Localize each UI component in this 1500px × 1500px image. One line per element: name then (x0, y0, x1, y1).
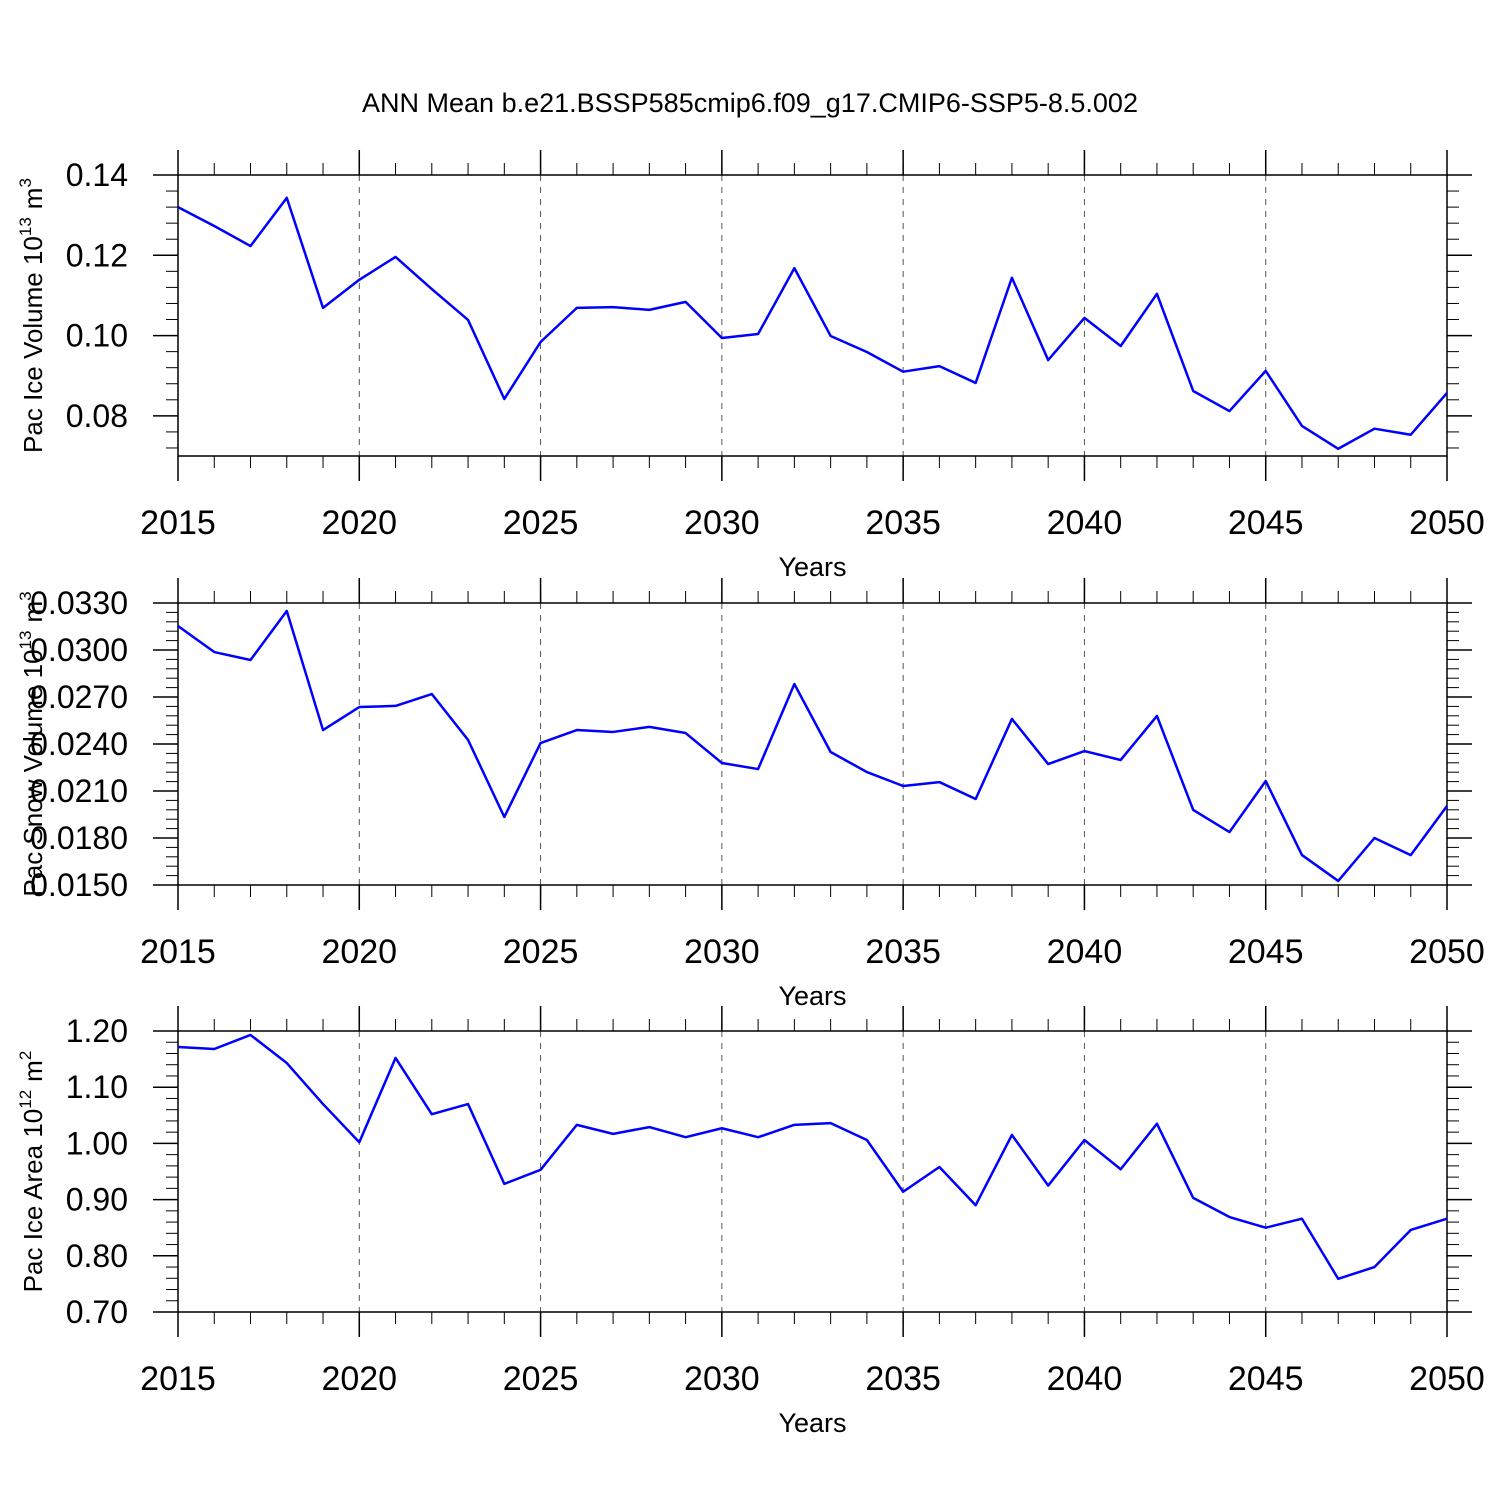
y-axis-label-text: Pac Ice Area 10 (18, 1109, 48, 1293)
x-axis-label: Years (778, 1408, 846, 1438)
y-tick-label: 0.14 (66, 157, 128, 193)
y-axis-label-exponent: 13 (16, 631, 35, 650)
chart-title: ANN Mean b.e21.BSSP585cmip6.f09_g17.CMIP… (362, 88, 1138, 118)
y-axis-label-unit-exponent: 3 (16, 178, 35, 187)
x-tick-label: 2020 (321, 504, 397, 542)
y-tick-label: 0.0210 (30, 773, 128, 809)
x-tick-label: 2045 (1228, 933, 1304, 971)
y-tick-label: 0.12 (66, 237, 128, 273)
y-tick-label: 0.0180 (30, 820, 128, 856)
x-tick-label: 2020 (321, 1360, 397, 1398)
plot-frame (177, 174, 1448, 457)
panel: 2015 2020 2025 2030 2035 2040 2045 2050 0.0150 0.… (16, 578, 1485, 1011)
x-tick-label: 2045 (1228, 504, 1304, 542)
x-tick-label: 2020 (321, 933, 397, 971)
x-tick-label: 2030 (684, 933, 760, 971)
y-axis-label-exponent: 12 (16, 1090, 35, 1109)
y-tick-label: 0.10 (66, 318, 128, 354)
x-tick-label: 2030 (684, 1360, 760, 1398)
y-axis-label: Pac Ice Area 1012 m2 (16, 1051, 48, 1293)
y-tick-label: 0.70 (66, 1294, 128, 1330)
x-tick-label: 2040 (1047, 504, 1123, 542)
y-tick-label: 0.0270 (30, 679, 128, 715)
y-axis-label-text: Pac Snow Volume 10 (18, 649, 48, 896)
y-axis-label-unit: m (18, 601, 48, 623)
y-axis-label: Pac Snow Volume 1013 m3 (16, 591, 48, 896)
y-axis-label-text: Pac Ice Volume 10 (18, 236, 48, 453)
y-tick-label: 0.0150 (30, 867, 128, 903)
x-tick-label: 2050 (1409, 933, 1485, 971)
y-axis-label: Pac Ice Volume 1013 m3 (16, 178, 48, 453)
data-line (177, 609, 1449, 883)
panel: 2015 2020 2025 2030 2035 2040 2045 2050 0.08 0.10… (16, 150, 1485, 582)
panel: 2015 2020 2025 2030 2035 2040 2045 2050 0.70 0.80… (16, 1006, 1485, 1438)
data-line (177, 1033, 1448, 1281)
x-tick-label: 2040 (1047, 933, 1123, 971)
plot-frame (177, 1030, 1448, 1313)
y-tick-label: 0.80 (66, 1238, 128, 1274)
x-axis-label: Years (778, 981, 846, 1011)
x-tick-label: 2035 (865, 1360, 941, 1398)
x-tick-label: 2025 (503, 1360, 579, 1398)
x-tick-label: 2045 (1228, 1360, 1304, 1398)
x-tick-label: 2050 (1409, 504, 1485, 542)
x-axis-label: Years (778, 552, 846, 582)
y-tick-label: 0.90 (66, 1182, 128, 1218)
y-tick-label: 0.0300 (30, 632, 128, 668)
y-axis-label-unit: m (18, 188, 48, 210)
y-tick-label: 0.08 (66, 398, 128, 434)
y-tick-label: 1.00 (66, 1125, 128, 1161)
y-tick-label: 1.10 (66, 1069, 128, 1105)
x-tick-label: 2025 (503, 933, 579, 971)
x-tick-label: 2015 (140, 933, 216, 971)
y-axis-label-unit-exponent: 2 (16, 1051, 35, 1060)
x-tick-label: 2035 (865, 933, 941, 971)
y-axis-label-exponent: 13 (16, 217, 35, 236)
x-tick-label: 2040 (1047, 1360, 1123, 1398)
y-axis-label-unit: m (18, 1060, 48, 1082)
y-tick-label: 1.20 (66, 1013, 128, 1049)
x-tick-label: 2015 (140, 504, 216, 542)
plot-frame (177, 602, 1448, 886)
x-tick-label: 2025 (503, 504, 579, 542)
y-axis-label-unit-exponent: 3 (16, 591, 35, 600)
y-tick-label: 0.0330 (30, 585, 128, 621)
x-tick-label: 2035 (865, 504, 941, 542)
y-tick-label: 0.0240 (30, 726, 128, 762)
x-tick-label: 2015 (140, 1360, 216, 1398)
data-line (177, 196, 1448, 451)
x-tick-label: 2030 (684, 504, 760, 542)
x-tick-label: 2050 (1409, 1360, 1485, 1398)
